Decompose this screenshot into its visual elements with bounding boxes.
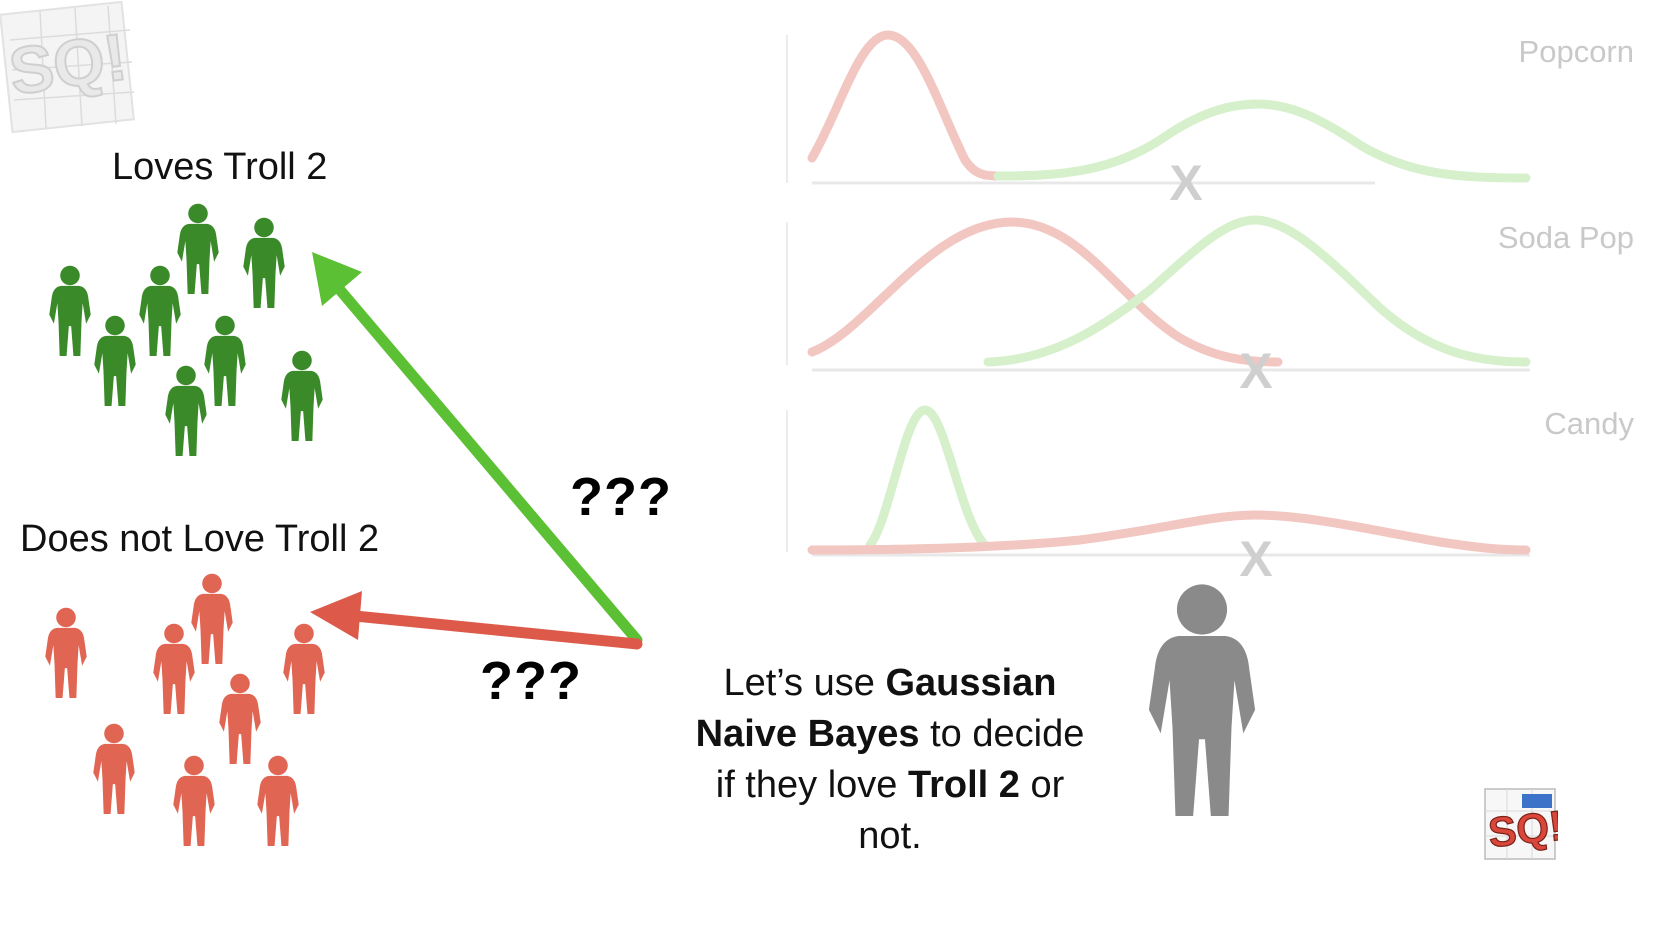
popcorn-x-marker: X	[1169, 155, 1202, 211]
statquest-logo: SQ!	[0, 0, 135, 134]
caption-text: Let’s use Gaussian Naive Bayes to decide…	[660, 658, 1120, 862]
soda-pop-label: Soda Pop	[1497, 220, 1634, 255]
popcorn-label: Popcorn	[1518, 34, 1634, 69]
loves-troll2-label: Loves Troll 2	[112, 146, 328, 188]
green-question-marks: ???	[570, 467, 672, 527]
red-question-marks: ???	[480, 651, 582, 711]
candy-plot: X	[807, 405, 1531, 587]
statquest-corner-logo: SQ!	[1484, 788, 1558, 860]
soda-pop-x-marker: X	[1239, 343, 1272, 399]
caption-line2: Naive Bayes to decide	[695, 713, 1085, 755]
candy-x-marker: X	[1239, 531, 1272, 587]
red-arrow	[310, 591, 643, 650]
caption-line3: if they love Troll 2 or	[715, 764, 1065, 806]
svg-text:SQ!: SQ!	[5, 19, 132, 109]
green-arrow	[312, 252, 643, 646]
candy-label: Candy	[1544, 406, 1634, 441]
popcorn-plot: X	[807, 30, 1531, 211]
caption-line4: not.	[858, 815, 922, 857]
caption-line1: Let’s use Gaussian	[723, 662, 1057, 704]
does-not-love-troll2-label: Does not Love Troll 2	[20, 518, 380, 560]
svg-text:SQ!: SQ!	[1486, 802, 1558, 857]
soda-pop-plot: X	[807, 215, 1531, 399]
